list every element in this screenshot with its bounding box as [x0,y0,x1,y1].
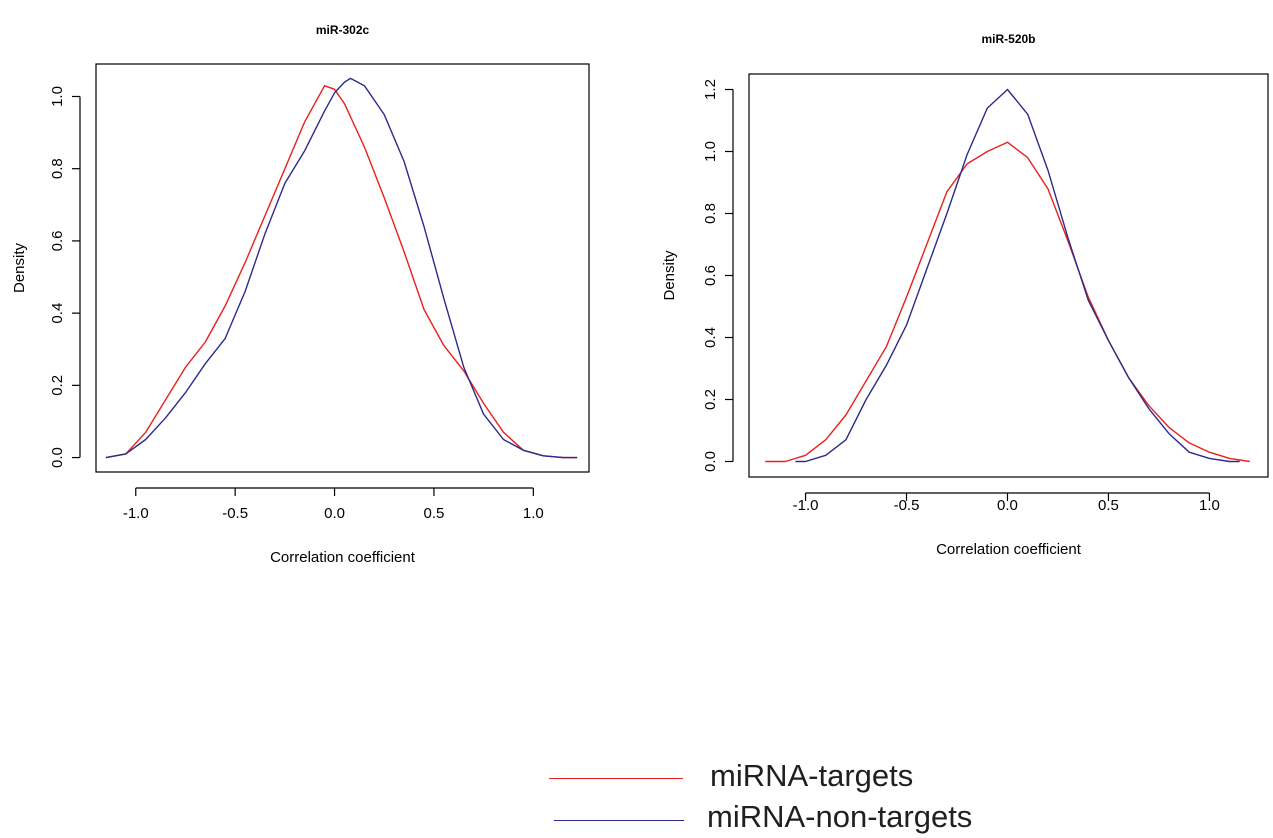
plot-frame [95,63,590,473]
x-axis-label: Correlation coefficient [270,549,416,566]
y-tick-label: 1.0 [49,86,66,107]
legend-label-targets: miRNA-targets [710,758,914,793]
y-tick-label: 0.0 [49,447,66,468]
series-line-mirna-targets [765,141,1250,463]
x-tick-label: 0.5 [424,505,445,522]
x-tick-label: 0.0 [324,505,345,522]
y-tick-label: 0.2 [49,375,66,396]
y-tick-label: 0.2 [702,389,719,410]
plot-frame [748,73,1269,478]
x-tick-label: -1.0 [793,497,819,514]
y-tick-label: 0.8 [702,203,719,224]
y-tick-label: 0.4 [702,327,719,348]
legend-swatch-non-targets [554,820,684,821]
x-tick-label: 1.0 [1199,497,1220,514]
series-line-mirna-non-targets [105,77,578,459]
y-tick-label: 0.6 [49,230,66,251]
x-axis-label: Correlation coefficient [936,541,1082,558]
chart-panel-mir-302c: miR-302c -1.0 -0.5 0.0 0.5 1.0 0.0 0.2 0.4 0.6 0.8… [11,23,590,566]
chart-panel-mir-520b: miR-520b -1.0 -0.5 0.0 0.5 1.0 0.0 0.2 0.4 0.6 0.8… [661,32,1269,558]
y-tick-label: 1.2 [702,79,719,100]
y-tick-label: 0.6 [702,265,719,286]
legend-swatch-targets [549,778,683,779]
x-tick-label: -1.0 [123,505,149,522]
y-tick-label: 0.8 [49,158,66,179]
chart-title: miR-302c [316,23,370,37]
y-axis-label: Density [11,242,28,293]
y-tick-label: 0.0 [702,451,719,472]
x-tick-label: -0.5 [894,497,920,514]
x-tick-label: 0.5 [1098,497,1119,514]
y-axis-label: Density [661,250,678,301]
y-tick-label: 0.4 [49,303,66,324]
series-line-mirna-targets [105,84,578,459]
chart-title: miR-520b [981,32,1035,46]
legend-label-non-targets: miRNA-non-targets [707,799,973,834]
x-tick-label: -0.5 [222,505,248,522]
series-line-mirna-non-targets [795,88,1240,463]
y-tick-label: 1.0 [702,141,719,162]
x-tick-label: 0.0 [997,497,1018,514]
x-tick-label: 1.0 [523,505,544,522]
